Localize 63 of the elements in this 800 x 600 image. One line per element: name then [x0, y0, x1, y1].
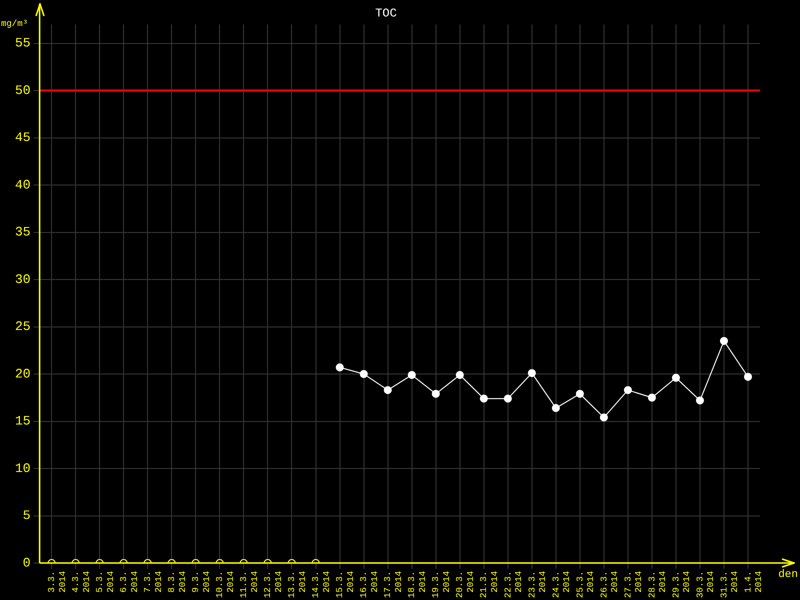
point	[408, 370, 416, 379]
x-tick-label: 17.3. 2014	[383, 570, 404, 598]
y-tick-label: 35	[14, 224, 31, 240]
point	[360, 370, 368, 378]
x-tick-label: 15.3. 2014	[335, 570, 356, 598]
x-tick-label: 28.3. 2014	[647, 570, 668, 598]
x-tick-label: 19.3. 2014	[431, 570, 452, 598]
x-tick-label: 9.3. 2014	[191, 570, 212, 593]
point	[456, 370, 464, 379]
x-tick-label: 4.3. 2014	[71, 570, 92, 593]
y-tick-label: 25	[14, 319, 31, 334]
point	[336, 363, 344, 372]
y-tick-label: 45	[14, 130, 31, 146]
x-tick-label: 26.3. 2014	[599, 570, 620, 598]
y-tick-label: 15	[14, 414, 31, 429]
x-tick-label: 21.3. 2014	[479, 570, 500, 598]
point	[648, 394, 656, 402]
x-tick-label: 20.3. 2014	[455, 570, 476, 598]
y-tick-label: 55	[14, 36, 31, 51]
point	[744, 372, 752, 381]
y-tick-label: 0	[22, 555, 31, 570]
y-axis-title: mg/m³	[1, 19, 28, 29]
x-tick-label: 25.3. 2014	[575, 570, 596, 598]
x-tick-label: 16.3. 2014	[359, 570, 380, 598]
x-tick-label: 27.3. 2014	[623, 570, 644, 598]
x-axis-title: den	[778, 568, 798, 581]
x-tick-label: 14.3. 2014	[311, 570, 332, 598]
y-tick-label: 50	[14, 82, 31, 98]
y-tick-label: 30	[14, 272, 31, 287]
point	[384, 386, 392, 394]
point	[432, 390, 440, 398]
y-tick-label: 5	[22, 508, 31, 524]
x-tick-label: 11.3. 2014	[239, 570, 260, 598]
x-tick-label: 8.3. 2014	[167, 570, 188, 593]
x-tick-label: 23.3. 2014	[527, 570, 548, 598]
x-tick-label: 7.3. 2014	[143, 570, 164, 593]
x-tick-label: 5.3. 2014	[95, 570, 116, 593]
y-tick-label: 20	[14, 366, 31, 382]
point	[696, 396, 704, 404]
x-tick-label: 3.3. 2014	[47, 570, 68, 593]
x-tick-label: 29.3. 2014	[671, 570, 692, 598]
x-tick-label: 30.3. 2014	[695, 570, 716, 598]
x-tick-label: 24.3. 2014	[551, 570, 572, 598]
x-tick-label: 13.3. 2014	[287, 570, 308, 598]
x-tick-label: 1.4. 2014	[743, 570, 764, 593]
x-tick-label: 10.3. 2014	[215, 570, 236, 598]
x-tick-label: 18.3. 2014	[407, 570, 428, 598]
point	[552, 404, 560, 412]
chart-title: TOC	[375, 6, 397, 20]
point	[528, 369, 536, 378]
point	[504, 394, 512, 403]
point	[576, 390, 584, 398]
point	[624, 386, 632, 394]
y-tick-label: 10	[14, 460, 31, 476]
point	[600, 413, 608, 422]
x-tick-label: 22.3. 2014	[503, 570, 524, 598]
x-tick-label: 12.3. 2014	[263, 570, 284, 598]
point	[720, 336, 728, 345]
x-tick-label: 31.3. 2014	[719, 570, 740, 598]
y-tick-label: 40	[14, 177, 31, 192]
point	[480, 394, 488, 403]
point	[672, 374, 680, 382]
x-tick-label: 6.3. 2014	[119, 570, 140, 593]
